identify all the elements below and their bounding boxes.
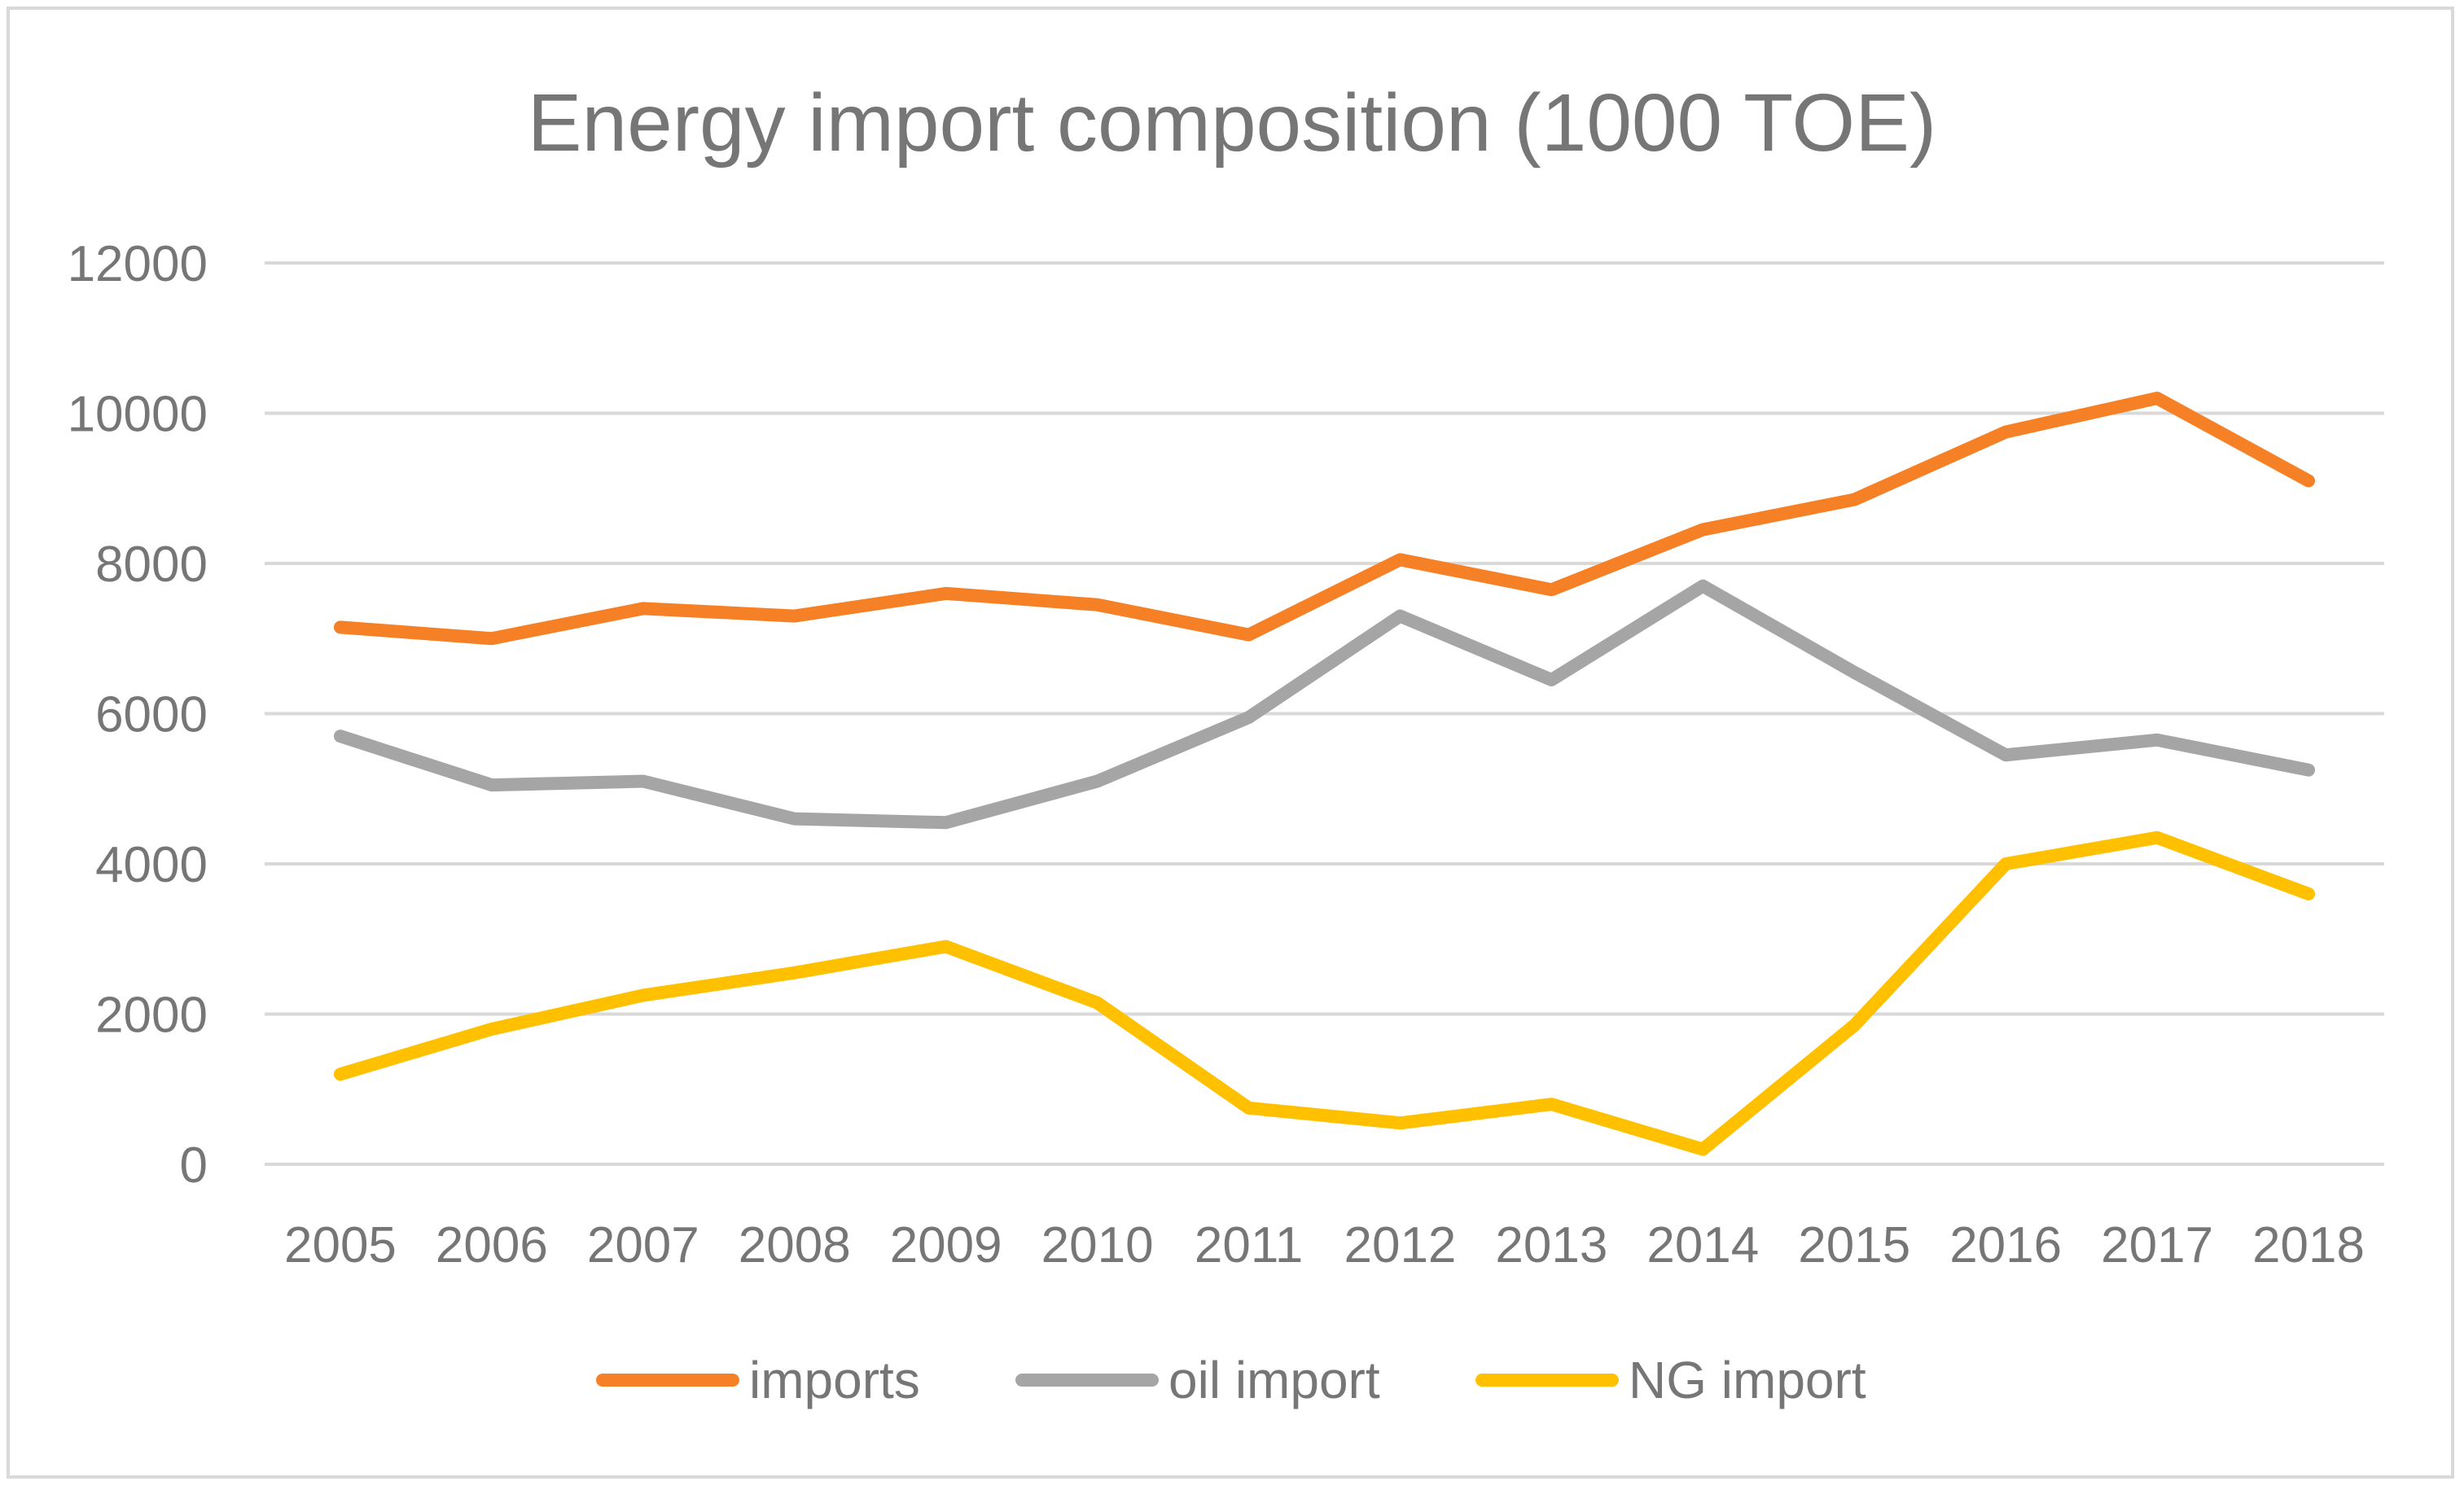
x-tick-label: 2007 — [587, 1217, 699, 1273]
y-tick-label: 2000 — [95, 988, 208, 1044]
x-tick-label: 2008 — [739, 1217, 851, 1273]
series-points-ng-import — [340, 837, 2309, 1150]
x-tick-label: 2011 — [1195, 1217, 1303, 1273]
x-axis-ticks: 2005 2006 2007 2008 2009 2010 2011 2012 2013 2014… — [284, 1217, 2365, 1273]
x-tick-label: 2016 — [1949, 1217, 2062, 1273]
x-tick-label: 2013 — [1495, 1217, 1607, 1273]
legend-label: oil import — [1168, 1351, 1380, 1409]
y-tick-label: 10000 — [68, 387, 208, 443]
series-line-ng-import — [333, 830, 2316, 1156]
gridlines — [265, 261, 2384, 1166]
chart-title: Energy import composition (1000 TOE) — [528, 77, 1936, 169]
x-tick-label: 2018 — [2252, 1217, 2365, 1273]
x-tick-label: 2012 — [1344, 1217, 1456, 1273]
x-tick-label: 2010 — [1041, 1217, 1154, 1273]
y-tick-label: 8000 — [95, 537, 208, 593]
series-points-imports — [340, 398, 2309, 639]
x-tick-label: 2005 — [284, 1217, 397, 1273]
y-tick-label: 0 — [180, 1137, 208, 1194]
chart-frame — [7, 7, 2454, 1479]
series-line-imports — [333, 392, 2316, 646]
y-tick-label: 4000 — [95, 837, 208, 893]
series-lines — [333, 392, 2316, 1156]
series-line-oil-import — [333, 579, 2316, 830]
x-tick-label: 2009 — [890, 1217, 1002, 1273]
y-axis-ticks: 0 2000 4000 6000 8000 10000 12000 — [68, 236, 208, 1194]
x-tick-label: 2014 — [1646, 1217, 1759, 1273]
legend: imports oil import NG import — [596, 1351, 1866, 1409]
y-tick-label: 12000 — [68, 236, 208, 292]
x-tick-label: 2006 — [436, 1217, 548, 1273]
series-points-oil-import — [340, 585, 2309, 823]
x-tick-label: 2017 — [2101, 1217, 2213, 1273]
y-tick-label: 6000 — [95, 687, 208, 743]
legend-label: imports — [749, 1351, 920, 1409]
legend-label: NG import — [1629, 1351, 1866, 1409]
x-tick-label: 2015 — [1798, 1217, 1910, 1273]
